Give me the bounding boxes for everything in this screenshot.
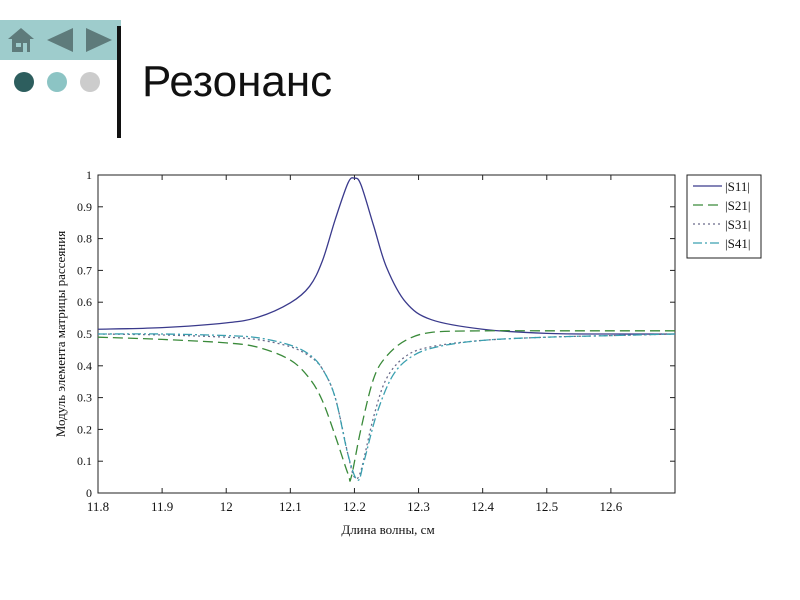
y-tick-label: 0.4 [77,359,92,373]
legend-label: |S11| [725,179,750,194]
x-tick-label: 11.9 [151,499,173,514]
y-tick-label: 0.9 [77,200,92,214]
legend-box [686,174,762,259]
chart-legend: |S11| |S21| |S31| |S41| [686,174,762,259]
x-tick-label: 12.3 [407,499,430,514]
x-tick-label: 12.4 [471,499,494,514]
bullet-dot-dark [14,72,34,92]
x-tick-label: 12.1 [279,499,302,514]
y-tick-label: 0.6 [77,295,92,309]
y-axis-label: Модуль элемента матрицы рассеяния [53,231,68,437]
home-icon[interactable] [6,26,36,54]
legend-label: |S41| [725,236,750,251]
y-tick-label: 0.1 [77,454,92,468]
x-tick-label: 11.8 [87,499,109,514]
y-tick-label: 0.7 [77,263,92,277]
x-tick-label: 12.5 [535,499,558,514]
slide-title: Резонанс [142,57,333,106]
y-tick-label: 0.2 [77,422,92,436]
y-tick-label: 1 [86,168,92,182]
y-tick-label: 0.3 [77,391,92,405]
legend-label: |S31| [725,217,750,232]
bullet-dot-gray [80,72,100,92]
forward-arrow-icon[interactable] [84,26,114,54]
slide-nav-bar [0,20,121,60]
legend-label: |S21| [725,198,750,213]
x-tick-label: 12 [220,499,233,514]
y-tick-label: 0.5 [77,327,92,341]
x-axis-label: Длина волны, см [341,522,434,537]
y-tick-label: 0 [86,486,92,500]
title-divider [117,26,121,138]
series-line-s21 [97,330,675,482]
x-tick-label: 12.2 [343,499,366,514]
back-arrow-icon[interactable] [45,26,75,54]
x-tick-label: 12.6 [600,499,623,514]
series-line-s41 [97,333,676,481]
series-line-s31 [97,333,676,480]
series-line-s11 [97,177,676,335]
bullet-dot-teal [47,72,67,92]
y-tick-label: 0.8 [77,232,92,246]
